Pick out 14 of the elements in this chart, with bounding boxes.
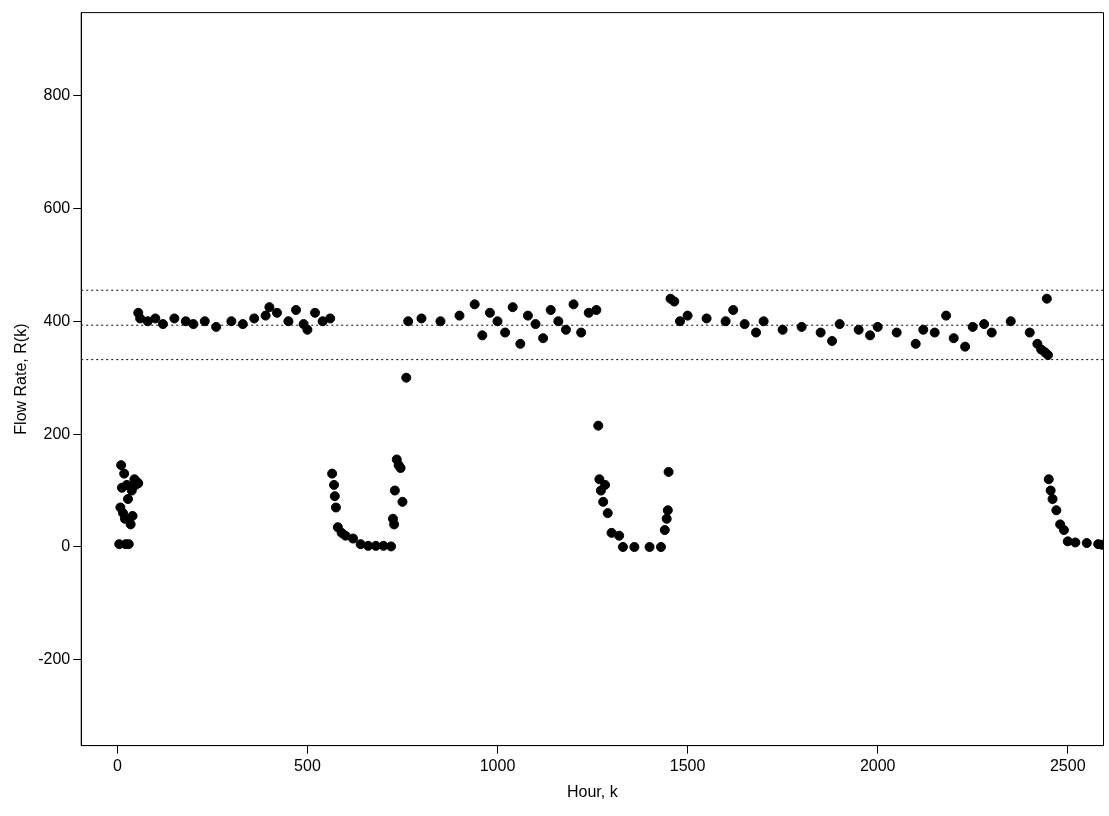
y-tick-label: 600 [43,198,71,216]
x-tick-label: 500 [294,756,321,774]
x-axis-title: Hour, k [567,782,619,800]
y-tick-label: 200 [43,424,71,442]
x-tick-label: 1000 [479,756,516,774]
y-tick-label: 800 [43,85,71,103]
x-tick-label: 2500 [1049,756,1086,774]
x-tick-label: 0 [112,756,122,774]
y-tick-label: 0 [61,537,71,555]
y-tick-label: 400 [43,311,71,329]
x-tick-label: 2000 [859,756,896,774]
y-tick-label: -200 [38,650,71,668]
y-axis-title: Flow Rate, R(k) [12,323,30,435]
x-tick-label: 1500 [669,756,706,774]
